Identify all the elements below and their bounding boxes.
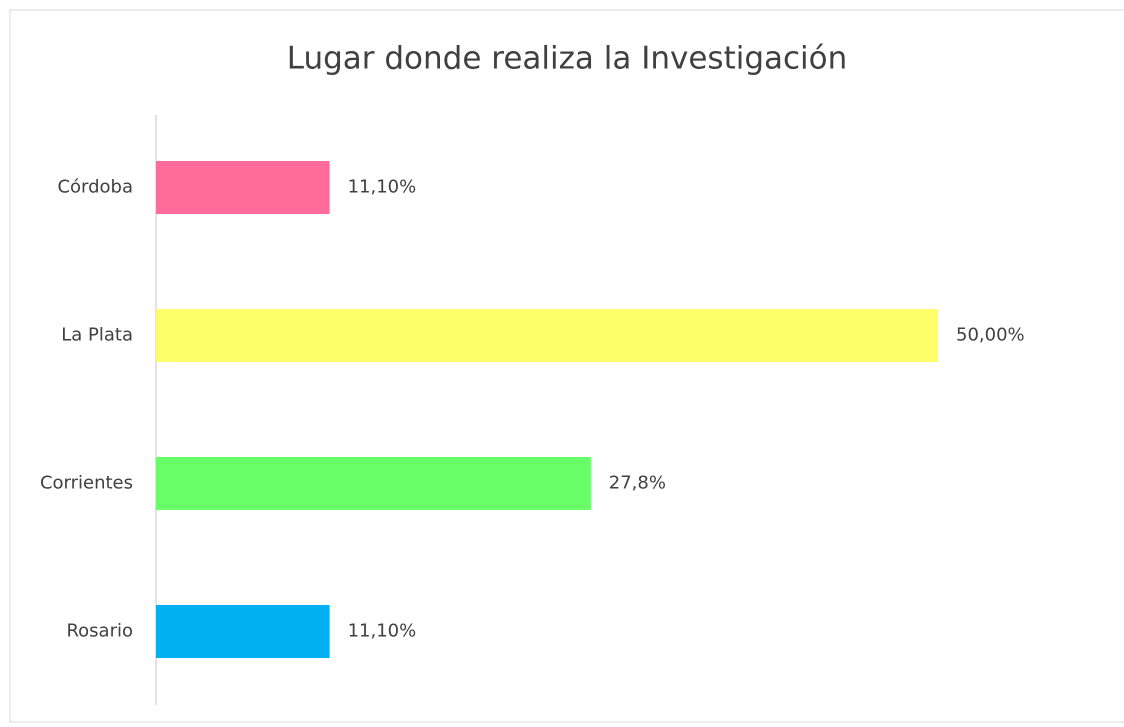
chart-title: Lugar donde realiza la Investigación [287,41,848,77]
y-tick-label: La Plata [61,325,133,346]
data-label: 50,00% [956,325,1025,346]
bar [156,605,330,658]
y-tick-label: Corrientes [40,473,133,494]
bar [156,457,591,510]
data-label: 27,8% [609,473,666,494]
y-tick-label: Córdoba [57,177,133,198]
bar [156,161,330,214]
data-label: 11,10% [348,177,417,198]
chart-frame [9,9,1124,723]
data-label: 11,10% [348,621,417,642]
y-tick-label: Rosario [66,621,133,642]
bar [156,309,938,362]
